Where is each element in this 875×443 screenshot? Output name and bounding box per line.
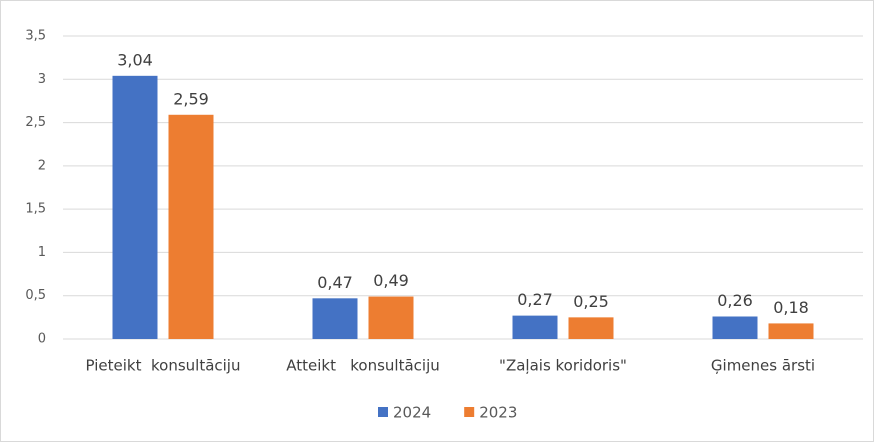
x-tick-label: Pieteikt konsultāciju xyxy=(86,357,241,375)
bar xyxy=(512,315,558,339)
y-tick-label: 3,5 xyxy=(25,29,46,44)
y-tick-label: 1 xyxy=(38,245,46,260)
y-tick-label: 0,5 xyxy=(25,288,46,303)
value-label: 0,25 xyxy=(573,292,609,311)
y-tick-label: 2 xyxy=(38,158,46,173)
legend-label: 2024 xyxy=(393,404,431,422)
bar xyxy=(768,323,814,339)
x-tick-label: Ģimenes ārsti xyxy=(711,357,815,375)
value-label: 0,18 xyxy=(773,298,809,317)
legend-swatch xyxy=(464,407,475,417)
x-tick-label: Atteikt konsultāciju xyxy=(286,357,440,375)
legend-swatch xyxy=(378,407,388,417)
bar xyxy=(368,296,414,339)
value-label: 0,27 xyxy=(517,290,553,309)
bar xyxy=(568,317,614,339)
legend-label: 2023 xyxy=(479,404,517,422)
value-label: 0,49 xyxy=(373,271,409,290)
value-label: 0,26 xyxy=(717,291,753,310)
value-label: 2,59 xyxy=(173,89,209,108)
x-tick-label: "Zaļais koridoris" xyxy=(499,357,627,375)
y-tick-label: 0 xyxy=(38,332,46,347)
bar xyxy=(712,316,758,339)
bar xyxy=(112,75,158,339)
bar xyxy=(312,298,358,339)
value-label: 0,47 xyxy=(317,273,353,292)
y-tick-label: 2,5 xyxy=(25,115,46,130)
bar xyxy=(168,114,214,339)
y-tick-label: 1,5 xyxy=(25,202,46,217)
y-tick-label: 3 xyxy=(38,72,46,87)
value-label: 3,04 xyxy=(117,50,153,69)
